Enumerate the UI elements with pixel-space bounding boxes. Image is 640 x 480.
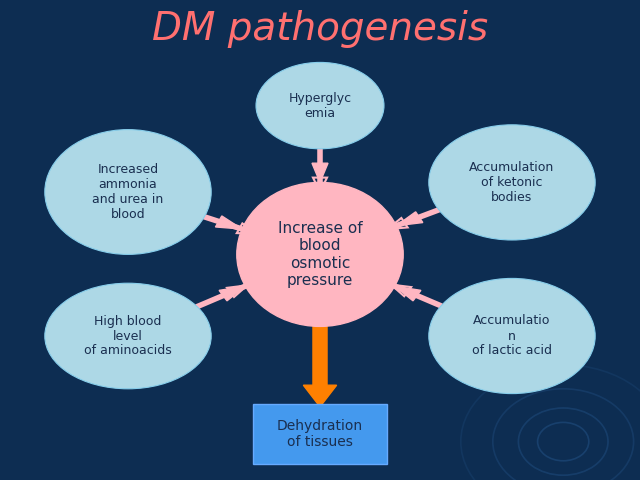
Text: Hyperglyc
emia: Hyperglyc emia bbox=[289, 92, 351, 120]
Ellipse shape bbox=[256, 62, 384, 149]
Text: Accumulatio
n
of lactic acid: Accumulatio n of lactic acid bbox=[472, 314, 552, 358]
Ellipse shape bbox=[429, 125, 595, 240]
FancyArrow shape bbox=[303, 326, 337, 407]
Text: High blood
level
of aminoacids: High blood level of aminoacids bbox=[84, 314, 172, 358]
Ellipse shape bbox=[45, 283, 211, 389]
Polygon shape bbox=[395, 286, 421, 301]
FancyBboxPatch shape bbox=[253, 404, 387, 465]
Polygon shape bbox=[312, 163, 328, 182]
Text: Increased
ammonia
and urea in
blood: Increased ammonia and urea in blood bbox=[92, 163, 164, 221]
Ellipse shape bbox=[237, 182, 403, 326]
Text: Increase of
blood
osmotic
pressure: Increase of blood osmotic pressure bbox=[278, 221, 362, 288]
Text: Dehydration
of tissues: Dehydration of tissues bbox=[277, 420, 363, 449]
Text: DM pathogenesis: DM pathogenesis bbox=[152, 10, 488, 48]
Polygon shape bbox=[216, 216, 242, 229]
Text: Accumulation
of ketonic
bodies: Accumulation of ketonic bodies bbox=[469, 161, 555, 204]
Polygon shape bbox=[396, 212, 423, 226]
Ellipse shape bbox=[45, 130, 211, 254]
Ellipse shape bbox=[429, 278, 595, 394]
Polygon shape bbox=[219, 286, 245, 301]
